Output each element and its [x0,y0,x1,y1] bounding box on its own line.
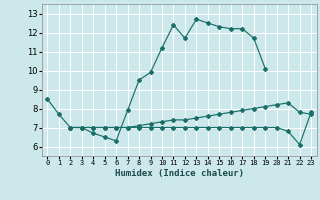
X-axis label: Humidex (Indice chaleur): Humidex (Indice chaleur) [115,169,244,178]
